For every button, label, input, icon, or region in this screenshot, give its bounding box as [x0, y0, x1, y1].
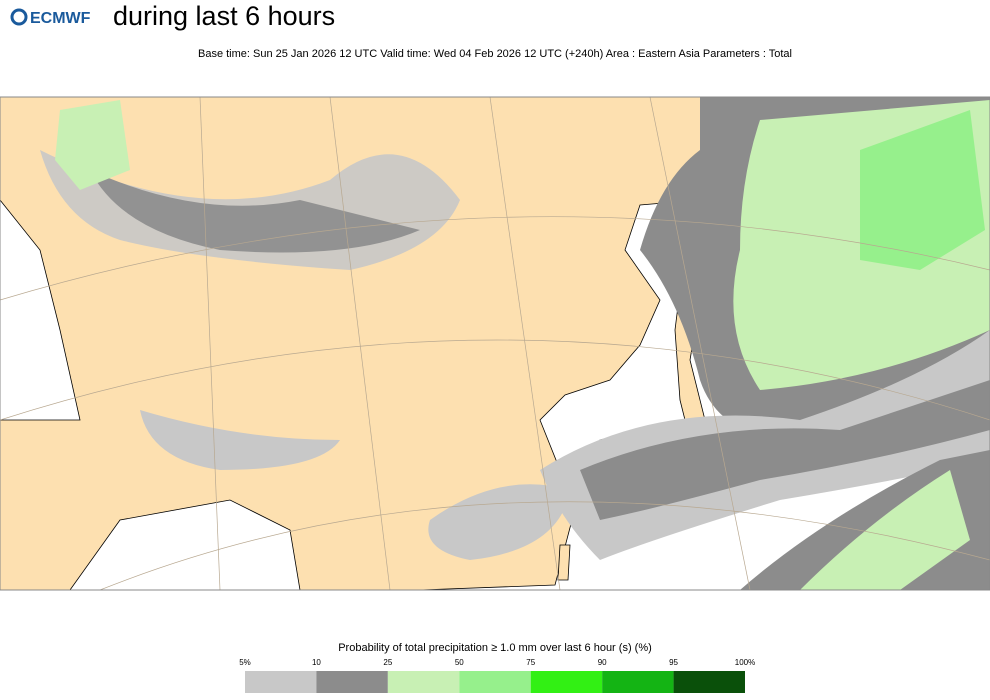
legend-swatch — [673, 671, 745, 693]
legend-swatch — [245, 671, 317, 693]
legend-tick-label: 90 — [598, 658, 607, 667]
legend-title: Probability of total precipitation ≥ 1.0… — [338, 642, 652, 654]
logo: ECMWF — [10, 8, 91, 27]
legend-tick-label: 25 — [383, 658, 392, 667]
legend-swatch — [459, 671, 531, 693]
precip-area — [55, 100, 130, 190]
precip-area — [428, 484, 570, 560]
precip-area — [800, 470, 970, 590]
legend-tick-label: 100% — [735, 658, 755, 667]
legend-tick-label: 75 — [526, 658, 535, 667]
legend-swatch — [316, 671, 388, 693]
precip-area — [860, 110, 985, 270]
logo-text: ECMWF — [30, 10, 91, 27]
legend-swatch — [387, 671, 460, 693]
legend: 5% 10 25 50 75 90 95 100% — [239, 658, 755, 693]
subtitle: Base time: Sun 25 Jan 2026 12 UTC Valid … — [198, 48, 792, 60]
precip-area — [580, 380, 990, 520]
logo-icon — [10, 8, 28, 26]
island — [557, 544, 571, 581]
map-frame — [0, 96, 990, 591]
legend-tick-label: 10 — [312, 658, 321, 667]
legend-swatch — [530, 671, 603, 693]
map — [0, 96, 990, 591]
legend-tick-label: 50 — [455, 658, 464, 667]
legend-tick-label: 5% — [239, 658, 251, 667]
precip-area — [90, 170, 420, 253]
graticule — [0, 97, 990, 590]
precip-area — [140, 410, 340, 470]
legend-swatch — [602, 671, 674, 693]
legend-tick-label: 95 — [669, 658, 678, 667]
title: during last 6 hours — [113, 1, 335, 31]
